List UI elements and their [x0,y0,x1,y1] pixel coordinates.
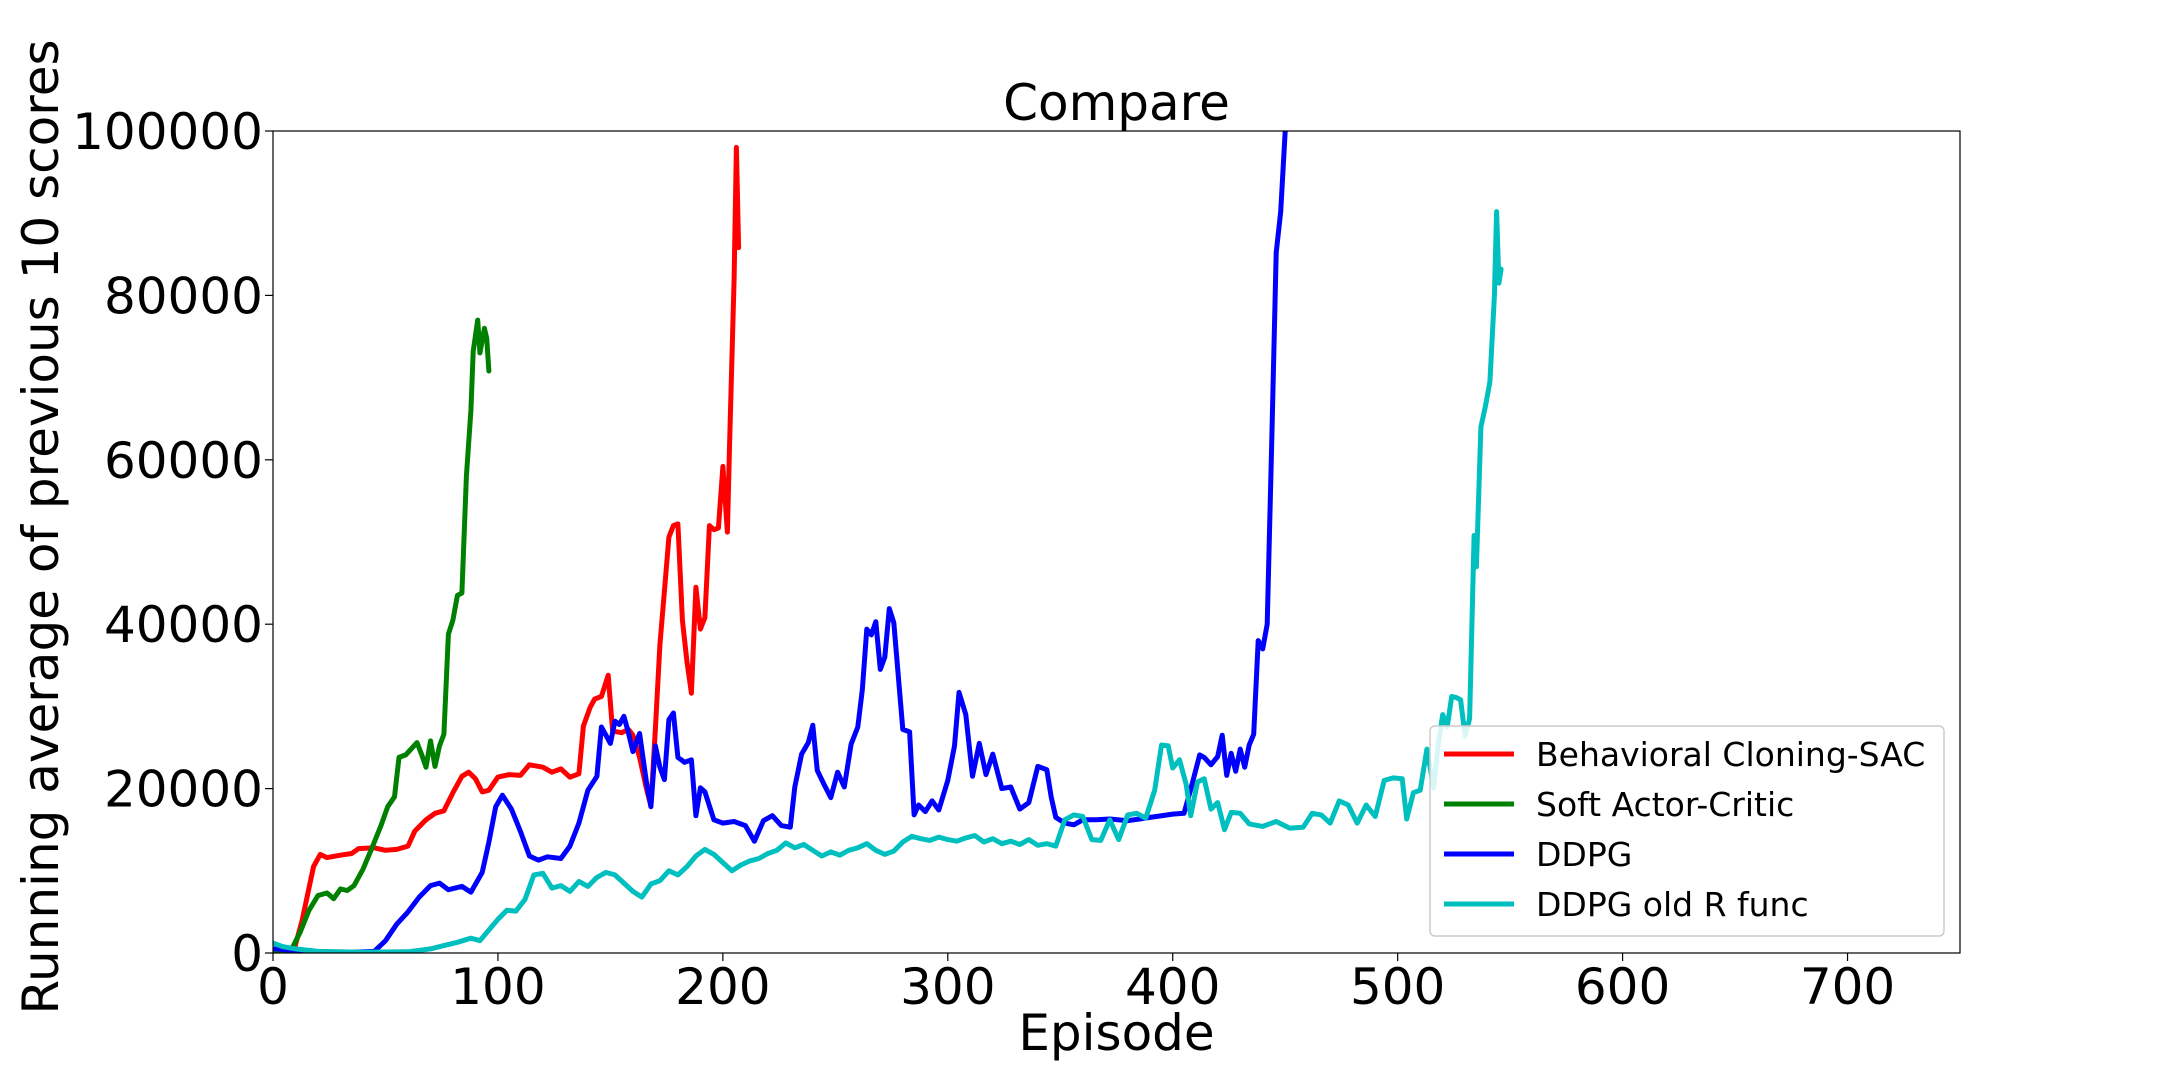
tick-layer: 0 100 200 300 400 500 600 700 0 20000 40000 60000 80… [72,103,1895,1016]
y-tick-label-3: 60000 [104,432,263,490]
series-line-0 [290,144,742,953]
series-line-2 [273,131,1288,953]
legend-box [1429,725,1945,937]
series-line-3 [273,209,1504,953]
y-axis-title: Running average of previous 10 scores [12,39,70,1014]
x-tick-label-3: 300 [900,958,995,1016]
x-tick-label-2: 200 [675,958,770,1016]
legend-label-3: DDPG old R func [1536,885,1809,924]
chart-title: Compare [1003,74,1230,132]
x-tick-label-0: 0 [257,958,289,1016]
y-tick-label-2: 40000 [104,596,263,654]
y-tick-label-1: 20000 [104,761,263,819]
y-tick-label-4: 80000 [104,267,263,325]
series-line-1 [273,317,492,953]
plot-frame [272,130,1961,954]
y-tick-label-5: 100000 [72,103,263,161]
legend-label-0: Behavioral Cloning-SAC [1536,735,1925,774]
legend-label-1: Soft Actor-Critic [1536,785,1794,824]
x-tick-label-4: 400 [1125,958,1220,1016]
y-tick-label-0: 0 [231,925,263,983]
legend: Behavioral Cloning-SAC Soft Actor-Critic D… [1429,725,1945,937]
x-tick-label-5: 500 [1350,958,1445,1016]
x-tick-label-6: 600 [1575,958,1670,1016]
x-tick-label-7: 700 [1800,958,1895,1016]
legend-label-2: DDPG [1536,835,1632,874]
x-tick-label-1: 100 [450,958,545,1016]
series-layer [273,131,1504,953]
x-axis-title: Episode [1018,1004,1214,1062]
